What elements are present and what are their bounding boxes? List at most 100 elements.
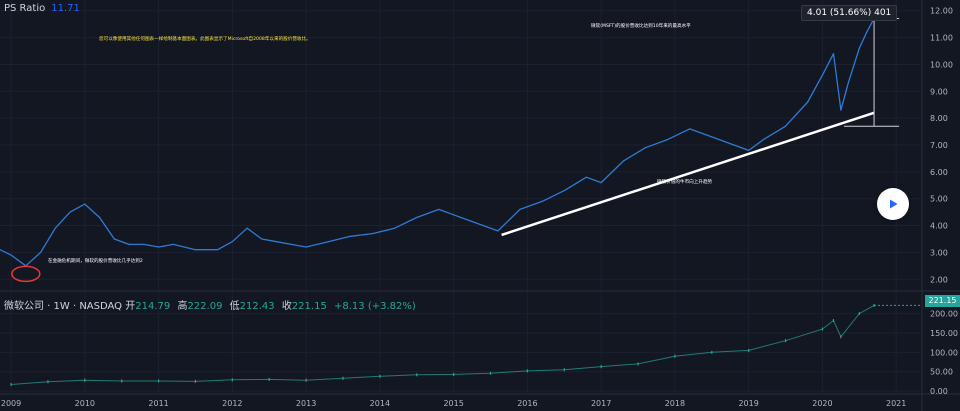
- ps-ratio-point: [821, 74, 824, 76]
- ps-ratio-point: [748, 149, 750, 151]
- upper-ytick-label: 8.00: [930, 114, 948, 123]
- low-highlight-circle: [11, 265, 41, 283]
- ps-ratio-point: [231, 241, 233, 243]
- ps-ratio-point: [807, 101, 809, 103]
- change-value: +8.13 (+3.82%): [334, 301, 416, 312]
- ps-ratio-line: [0, 18, 875, 267]
- close-label: 收: [281, 301, 292, 312]
- ps-ratio-point: [585, 176, 587, 178]
- close-value: 221.15: [291, 301, 327, 312]
- ps-ratio-point: [172, 243, 174, 245]
- lower-ytick-label: 50.00: [930, 368, 953, 377]
- ps-ratio-point: [866, 31, 868, 33]
- upper-ytick-label: 2.00: [930, 275, 948, 284]
- lower-ytick-label: 150.00: [930, 329, 958, 338]
- xtick-label: 2014: [370, 399, 390, 408]
- measure-badge: 4.01 (51.66%) 401: [801, 5, 898, 21]
- ps-ratio-point: [497, 230, 499, 232]
- uptrend-line: [501, 111, 875, 237]
- indicator-name: PS Ratio: [4, 3, 46, 14]
- xtick-label: 2021: [886, 399, 906, 408]
- upper-ytick-label: 10.00: [930, 60, 953, 69]
- ps-ratio-point: [84, 203, 86, 205]
- ps-ratio-point: [246, 227, 248, 229]
- ps-ratio-point: [69, 211, 71, 213]
- ps-ratio-point: [157, 246, 160, 248]
- lower-ytick-label: 0.00: [930, 387, 948, 396]
- ps-ratio-point: [840, 109, 842, 111]
- xtick-label: 2020: [812, 399, 832, 408]
- xtick-label: 2018: [665, 399, 685, 408]
- ps-ratio-point: [733, 144, 735, 146]
- annotation-top-left[interactable]: 您可以像使用其他任何图表一样绘制基本面图表。此图表显示了Microsoft自20…: [99, 37, 311, 42]
- ps-ratio-point: [290, 243, 292, 245]
- high-label: 高: [177, 301, 188, 312]
- ps-ratio-point: [143, 243, 145, 245]
- open-label: 开: [125, 301, 136, 312]
- ps-ratio-point: [541, 200, 543, 202]
- ps-ratio-point: [194, 249, 197, 251]
- ps-ratio-point: [416, 216, 418, 219]
- ps-ratio-point: [216, 249, 219, 251]
- ps-ratio-point: [276, 241, 278, 243]
- ps-ratio-point: [832, 53, 835, 55]
- ps-ratio-point: [327, 241, 329, 243]
- ps-ratio-point: [305, 246, 307, 248]
- upper-ytick-label: 4.00: [930, 222, 948, 231]
- ps-ratio-point: [371, 233, 374, 235]
- ps-ratio-point: [475, 222, 477, 224]
- upper-ytick-label: 9.00: [930, 87, 948, 96]
- upper-ytick-label: 12.00: [930, 7, 953, 16]
- open-value: 214.79: [135, 301, 171, 312]
- xtick-label: 2009: [1, 399, 21, 408]
- xtick-label: 2019: [738, 399, 758, 408]
- annotation-trend[interactable]: 微软价值的牛市向上升趋势: [657, 180, 713, 185]
- ps-ratio-point: [261, 238, 263, 240]
- ps-ratio-point: [600, 181, 602, 184]
- upper-ytick-label: 3.00: [930, 248, 948, 257]
- upper-ytick-label: 7.00: [930, 141, 948, 150]
- upper-ytick-label: 6.00: [930, 168, 948, 177]
- ps-ratio-point: [98, 216, 101, 219]
- ps-ratio-point: [689, 128, 691, 130]
- lower-ytick-label: 100.00: [930, 348, 958, 357]
- ps-ratio-point: [10, 254, 12, 256]
- xtick-label: 2011: [148, 399, 168, 408]
- ps-ratio-point: [711, 136, 713, 138]
- annotation-low[interactable]: 在金融危机期间，微软的股价营收比几乎达到2: [48, 259, 143, 264]
- ps-ratio-point: [39, 251, 42, 254]
- play-button[interactable]: [877, 188, 909, 220]
- ps-ratio-point: [762, 139, 765, 141]
- low-label: 低: [229, 301, 240, 312]
- ps-ratio-point: [622, 160, 624, 162]
- ps-ratio-point: [519, 208, 521, 211]
- ps-ratio-point: [453, 214, 455, 216]
- ps-ratio-point: [438, 208, 440, 211]
- indicator-value: 11.71: [51, 3, 80, 14]
- xtick-label: 2016: [517, 399, 537, 408]
- upper-ytick-label: 5.00: [930, 195, 948, 204]
- ps-ratio-point: [563, 190, 565, 192]
- ps-ratio-point: [394, 227, 396, 229]
- ps-ratio-point: [784, 125, 787, 127]
- ps-ratio-point: [858, 47, 860, 49]
- ps-ratio-point: [847, 82, 849, 84]
- xtick-label: 2015: [443, 399, 463, 408]
- ps-ratio-point: [54, 227, 56, 229]
- last-price-badge: 221.15: [925, 295, 960, 307]
- xtick-label: 2010: [75, 399, 95, 408]
- xtick-label: 2013: [296, 399, 316, 408]
- play-icon: [890, 199, 898, 209]
- ps-ratio-point: [349, 235, 351, 237]
- ps-ratio-point: [113, 238, 115, 240]
- ps-ratio-point: [128, 243, 130, 245]
- ps-ratio-point: [666, 139, 669, 141]
- symbol-name: 微软公司 · 1W · NASDAQ: [4, 301, 123, 312]
- annotation-top-right[interactable]: 微软(MSFT)的股价营收比达到10年来的最高水平: [591, 24, 691, 29]
- lower-ytick-label: 200.00: [930, 310, 958, 319]
- xtick-label: 2012: [222, 399, 242, 408]
- symbol-legend: 微软公司 · 1W · NASDAQ 开214.79 高222.09 低212.…: [4, 297, 416, 312]
- high-value: 222.09: [187, 301, 223, 312]
- xtick-label: 2017: [591, 399, 611, 408]
